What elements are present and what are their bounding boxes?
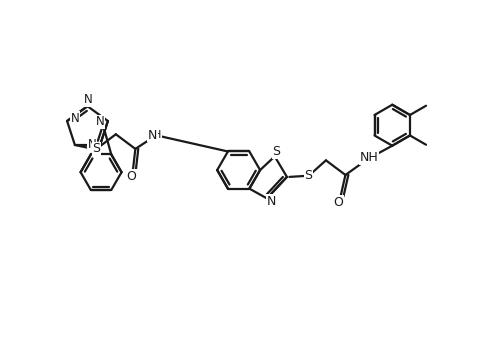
Text: N: N <box>70 111 79 125</box>
Text: N: N <box>147 129 157 142</box>
Text: N: N <box>84 93 93 106</box>
Text: S: S <box>92 142 100 155</box>
Text: O: O <box>333 196 343 209</box>
Text: NH: NH <box>359 151 377 165</box>
Text: H: H <box>153 130 161 140</box>
Text: S: S <box>272 145 280 158</box>
Text: O: O <box>126 170 136 183</box>
Text: S: S <box>304 169 312 183</box>
Text: N: N <box>96 116 104 128</box>
Text: N: N <box>88 138 97 150</box>
Text: N: N <box>266 195 276 208</box>
